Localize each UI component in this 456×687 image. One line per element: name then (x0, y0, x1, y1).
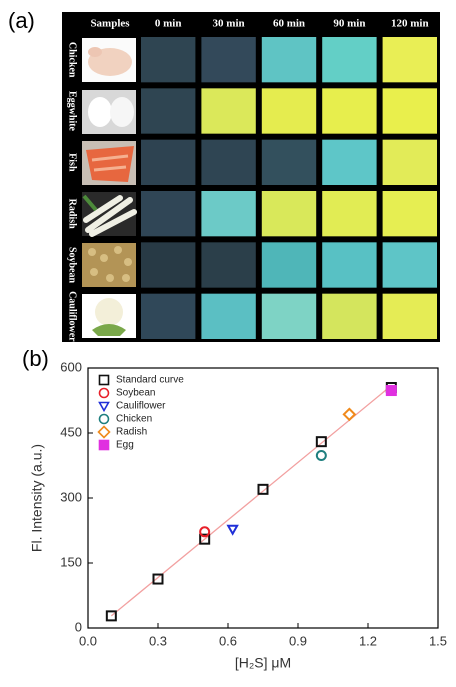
color-cell (262, 294, 316, 339)
row-label: Eggwhite (67, 91, 78, 132)
color-cell (322, 242, 376, 287)
color-cell (141, 140, 195, 185)
marker (228, 526, 237, 534)
color-cell (262, 37, 316, 82)
marker (100, 376, 109, 385)
marker (100, 441, 109, 450)
color-cell (141, 294, 195, 339)
row-label: Soybean (67, 247, 78, 284)
color-cell (201, 88, 255, 133)
x-tick-label: 0.0 (79, 633, 97, 648)
color-cell (201, 242, 255, 287)
marker (100, 403, 109, 411)
figure: (a) (b) Samples 0 min 30 min 60 min 90 min 12… (0, 0, 456, 682)
y-tick-label: 0 (75, 619, 82, 634)
marker (154, 575, 163, 584)
soybean-photo (82, 243, 136, 287)
cauliflower-photo (82, 294, 136, 338)
color-cell (383, 242, 437, 287)
y-axis-label: Fl. Intensity (a.u.) (29, 444, 45, 552)
color-cell (262, 191, 316, 236)
color-cell (262, 88, 316, 133)
row-label: Chicken (67, 42, 78, 78)
legend-label: Radish (116, 427, 147, 438)
color-cell (322, 140, 376, 185)
legend-label: Chicken (116, 414, 152, 425)
x-tick-label: 0.9 (289, 633, 307, 648)
color-cell (383, 191, 437, 236)
radish-photo (82, 192, 136, 236)
legend-label: Standard curve (116, 375, 184, 386)
legend-label: Soybean (116, 388, 155, 399)
y-tick-label: 150 (60, 554, 82, 569)
y-tick-label: 300 (60, 489, 82, 504)
egg-photo (82, 90, 136, 134)
panel-label: (a) (8, 8, 35, 33)
column-header: 0 min (155, 18, 182, 30)
color-cell (322, 88, 376, 133)
marker (99, 427, 110, 438)
color-cell (322, 37, 376, 82)
color-cell (262, 242, 316, 287)
y-tick-label: 450 (60, 424, 82, 439)
color-cell (383, 37, 437, 82)
x-tick-label: 1.2 (359, 633, 377, 648)
legend-label: Cauliflower (116, 401, 166, 412)
y-tick-label: 600 (60, 359, 82, 374)
marker (100, 389, 109, 398)
marker (344, 409, 355, 420)
marker (317, 451, 326, 460)
color-cell (201, 37, 255, 82)
column-header: Samples (90, 18, 130, 30)
column-header: 60 min (273, 18, 305, 30)
x-tick-label: 0.6 (219, 633, 237, 648)
panel-label: (b) (22, 346, 49, 371)
color-cell (383, 88, 437, 133)
color-cell (141, 37, 195, 82)
color-cell (201, 294, 255, 339)
column-header: 120 min (391, 18, 429, 30)
color-cell (262, 140, 316, 185)
color-cell (383, 294, 437, 339)
marker (317, 437, 326, 446)
x-tick-label: 0.3 (149, 633, 167, 648)
color-cell (201, 140, 255, 185)
x-tick-label: 1.5 (429, 633, 447, 648)
column-header: 90 min (333, 18, 365, 30)
color-cell (141, 191, 195, 236)
color-cell (322, 294, 376, 339)
color-cell (322, 191, 376, 236)
color-cell (383, 140, 437, 185)
row-label: Fish (67, 153, 78, 172)
color-cell (141, 88, 195, 133)
marker (387, 386, 396, 395)
row-label: Radish (67, 199, 78, 229)
color-cell (201, 191, 255, 236)
fish-photo (82, 141, 136, 185)
chicken-photo (82, 38, 136, 82)
marker (100, 415, 109, 424)
legend-label: Egg (116, 440, 134, 451)
color-cell (141, 242, 195, 287)
column-header: 30 min (213, 18, 245, 30)
row-label: Cauliflower (67, 291, 78, 342)
x-axis-label: [H₂S] μM (235, 655, 291, 671)
